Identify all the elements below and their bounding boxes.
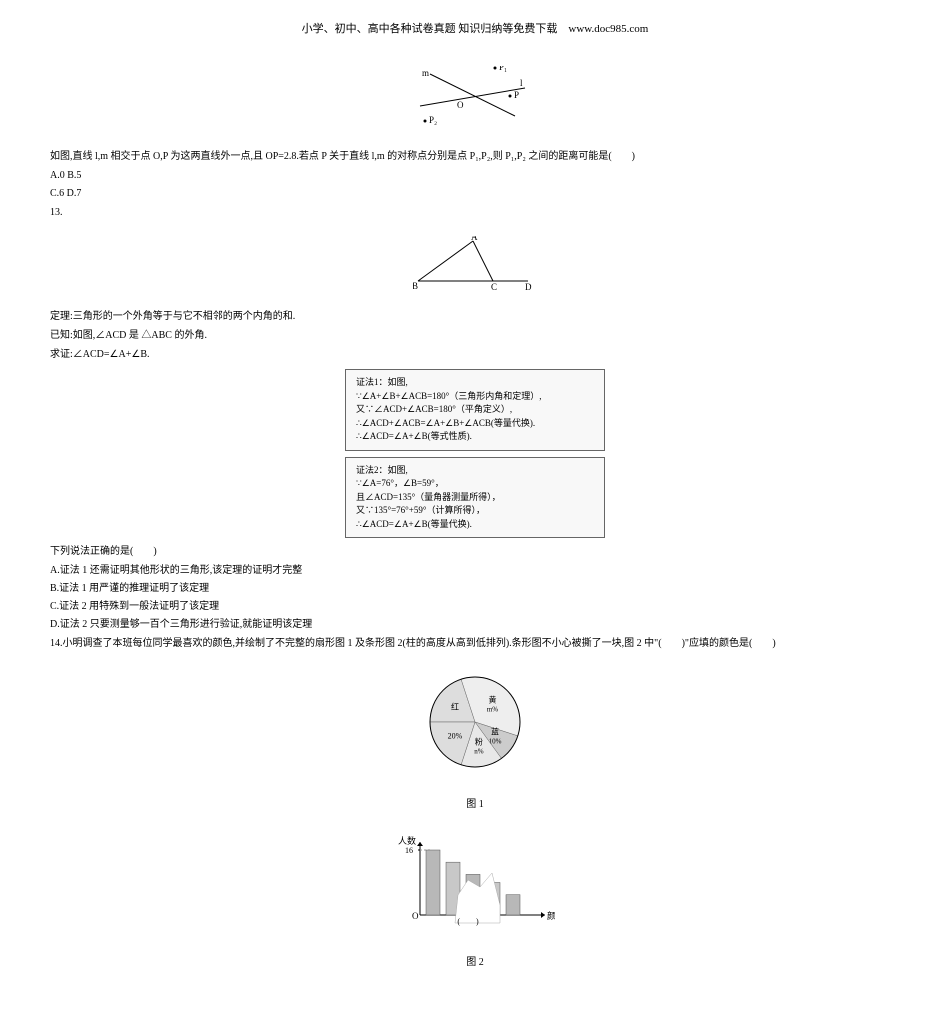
q14-bar: 人数颜色 O 16 ( ) [50, 825, 900, 938]
proof2-l2: 且∠ACD=135°（量角器测量所得）， [356, 491, 594, 505]
page-header: 小学、初中、高中各种试卷真题 知识归纳等免费下载 www.doc985.com [50, 0, 900, 51]
q14-text: 14.小明调查了本班每位同学最喜欢的颜色,并绘制了不完整的扇形图 1 及条形图 … [50, 636, 900, 652]
svg-text:红: 红 [451, 701, 459, 711]
triangle-svg: A B C D [413, 236, 538, 291]
q13-diagram: A B C D [50, 236, 900, 294]
q12-opt-ab: A.0 B.5 [50, 168, 900, 184]
proof2-l3: 又∵135°=76°+59°（计算所得）， [356, 504, 594, 518]
svg-text:蓝: 蓝 [491, 727, 499, 737]
pie-svg: 红黄m%蓝10%粉n%20% [415, 667, 535, 777]
svg-text:颜色: 颜色 [547, 910, 555, 921]
svg-text:黄: 黄 [489, 694, 497, 704]
svg-text:P₁: P₁ [499, 66, 507, 72]
proof-box-2: 证法2：如图, ∵∠A=76°，∠B=59°， 且∠ACD=135°（量角器测量… [345, 457, 605, 539]
svg-text:C: C [491, 282, 497, 291]
q12-opt-cd: C.6 D.7 [50, 186, 900, 202]
svg-text:16: 16 [405, 846, 413, 855]
svg-text:m: m [422, 68, 429, 78]
proof1-l1: ∵∠A+∠B+∠ACB=180°（三角形内角和定理）, [356, 390, 594, 404]
pie-caption: 图 1 [50, 795, 900, 810]
svg-text:20%: 20% [448, 732, 463, 741]
q13-optc: C.证法 2 用特殊到一般法证明了该定理 [50, 599, 900, 615]
svg-text:B: B [413, 281, 418, 291]
q12-text: 如图,直线 l,m 相交于点 O,P 为这两直线外一点,且 OP=2.8.若点 … [50, 149, 900, 165]
q13-optd: D.证法 2 只要测量够一百个三角形进行验证,就能证明该定理 [50, 617, 900, 633]
svg-text:m%: m% [487, 705, 498, 713]
svg-text:D: D [525, 282, 532, 291]
bar-svg: 人数颜色 O 16 ( ) [395, 825, 555, 935]
proof2-l4: ∴∠ACD=∠A+∠B(等量代换). [356, 518, 594, 532]
proof-box-1: 证法1：如图, ∵∠A+∠B+∠ACB=180°（三角形内角和定理）, 又∵∠A… [345, 369, 605, 451]
q12-diagram: P₁ P P₂ Ol m [50, 66, 900, 134]
svg-text:P₂: P₂ [429, 115, 437, 125]
svg-text:O: O [412, 911, 419, 921]
q13-known: 已知:如图,∠ACD 是 △ABC 的外角. [50, 328, 900, 344]
q13-number: 13. [50, 205, 900, 221]
svg-text:n%: n% [474, 747, 484, 755]
q13-prove: 求证:∠ACD=∠A+∠B. [50, 347, 900, 363]
q13-theorem: 定理:三角形的一个外角等于与它不相邻的两个内角的和. [50, 309, 900, 325]
svg-text:人数: 人数 [398, 835, 416, 846]
svg-text:( ): ( ) [457, 917, 479, 926]
proof2-l1: ∵∠A=76°，∠B=59°， [356, 477, 594, 491]
proof2-title: 证法2：如图, [356, 464, 594, 478]
q14-pie: 红黄m%蓝10%粉n%20% [50, 667, 900, 780]
proof1-l4: ∴∠ACD=∠A+∠B(等式性质). [356, 430, 594, 444]
q13-stem: 下列说法正确的是( ) [50, 544, 900, 560]
svg-text:粉: 粉 [475, 736, 483, 746]
proof1-l2: 又∵∠ACD+∠ACB=180°（平角定义）, [356, 403, 594, 417]
header-text: 小学、初中、高中各种试卷真题 知识归纳等免费下载 www.doc985.com [302, 23, 649, 35]
svg-text:P: P [514, 90, 519, 100]
bar-caption: 图 2 [50, 953, 900, 968]
proof1-l3: ∴∠ACD+∠ACB=∠A+∠B+∠ACB(等量代换). [356, 417, 594, 431]
proof1-title: 证法1：如图, [356, 376, 594, 390]
lines-svg: P₁ P P₂ Ol m [415, 66, 535, 131]
q13-optb: B.证法 1 用严谨的推理证明了该定理 [50, 581, 900, 597]
svg-text:O: O [457, 100, 464, 110]
svg-text:A: A [471, 236, 478, 242]
svg-text:l: l [520, 78, 523, 88]
q13-opta: A.证法 1 还需证明其他形状的三角形,该定理的证明才完整 [50, 563, 900, 579]
